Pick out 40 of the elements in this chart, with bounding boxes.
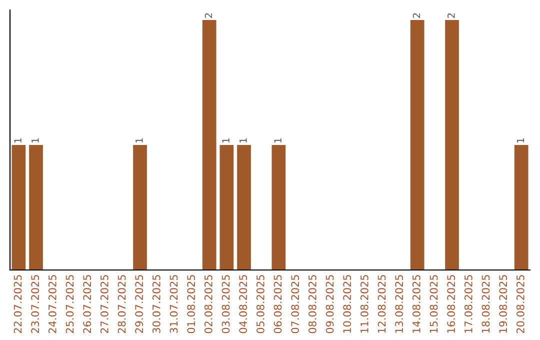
data-label: 1: [516, 138, 524, 143]
data-label: 2: [447, 13, 455, 18]
data-label: 1: [32, 138, 39, 143]
data-label: 1: [274, 138, 282, 143]
x-tick-label: 25.07.2025: [66, 275, 74, 334]
x-tick-label: 19.08.2025: [499, 275, 508, 333]
x-tick-label: 03.08.2025: [222, 275, 230, 334]
x-tick-label: 10.08.2025: [343, 275, 352, 333]
x-tick-label: 16.08.2025: [447, 275, 456, 333]
x-tick-label: 14.08.2025: [412, 275, 420, 333]
x-tick-label: 15.08.2025: [430, 275, 438, 333]
x-tick-label: 26.07.2025: [83, 275, 92, 334]
x-tick-label: 20.08.2025: [516, 275, 524, 334]
data-label: 1: [240, 138, 247, 143]
x-tick-label: 18.08.2025: [482, 275, 490, 333]
data-label: 1: [136, 138, 143, 143]
x-tick-label: 31.07.2025: [170, 275, 178, 334]
data-label: 1: [222, 138, 230, 143]
x-tick-label: 27.07.2025: [100, 275, 108, 334]
x-tick-label: 17.08.2025: [464, 275, 472, 333]
x-tick-label: 30.07.2025: [152, 275, 160, 334]
x-tick-label: 29.07.2025: [135, 275, 144, 334]
x-tick-label: 11.08.2025: [360, 275, 368, 333]
x-tick-label: 02.08.2025: [204, 275, 212, 334]
x-tick-label: 13.08.2025: [395, 275, 404, 333]
x-tick-label: 09.08.2025: [326, 275, 334, 334]
x-tick-label: 08.08.2025: [308, 275, 316, 334]
x-tick-label: 06.08.2025: [274, 275, 282, 334]
x-tick-label: 07.08.2025: [291, 275, 300, 334]
x-tick-label: 28.07.2025: [118, 275, 126, 334]
x-tick-label: 04.08.2025: [239, 275, 248, 334]
x-tick-label: 05.08.2025: [256, 275, 264, 334]
x-tick-label: 12.08.2025: [378, 275, 386, 333]
data-label: 1: [14, 138, 22, 143]
data-label: 2: [204, 13, 212, 18]
x-tick-label: 01.08.2025: [187, 275, 196, 334]
data-label: 2: [412, 13, 420, 18]
x-tick-label: 22.07.2025: [14, 275, 22, 334]
x-tick-label: 23.07.2025: [31, 275, 40, 334]
x-tick-label: 24.07.2025: [48, 275, 56, 334]
